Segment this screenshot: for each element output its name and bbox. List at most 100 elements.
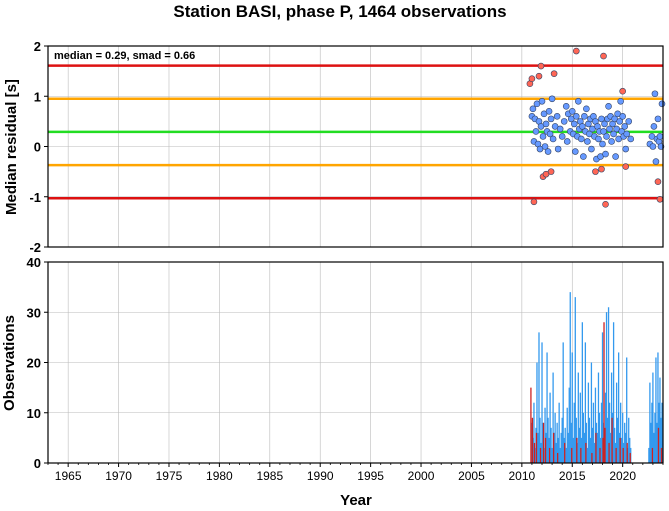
data-point [580, 153, 587, 160]
stats-annotation: median = 0.29, smad = 0.66 [54, 50, 195, 62]
x-tick-label: 1990 [307, 469, 334, 483]
data-point [562, 103, 570, 110]
data-point [539, 133, 547, 140]
data-point [560, 118, 568, 125]
y-tick-label: 2 [34, 39, 41, 54]
data-point [568, 108, 576, 115]
x-tick-label: 2015 [559, 469, 586, 483]
data-point [549, 135, 557, 143]
data-point [656, 133, 664, 140]
data-point [548, 95, 556, 103]
y-tick-label: 1 [34, 89, 41, 104]
top-y-axis-label: Median residual [s] [3, 79, 20, 215]
data-point [550, 70, 558, 77]
x-tick-label: 1965 [55, 469, 82, 483]
y-tick-label: 0 [34, 140, 41, 155]
data-point [656, 195, 664, 203]
y-tick-label: -1 [29, 190, 41, 205]
data-point [652, 158, 660, 165]
x-tick-label: 1975 [156, 469, 183, 483]
data-point [600, 128, 607, 135]
data-point [625, 118, 633, 125]
data-point [621, 123, 628, 130]
data-point [622, 163, 629, 170]
data-point [651, 90, 659, 98]
data-point [600, 52, 607, 60]
data-point [592, 168, 599, 175]
data-point [547, 115, 555, 123]
top-panel-y-ticks: -2 -1 0 1 2 [29, 39, 48, 255]
data-point [546, 130, 554, 138]
data-point [570, 120, 578, 128]
data-point [575, 97, 582, 105]
data-point [610, 130, 617, 138]
data-point [602, 150, 609, 158]
bottom-panel-x-ticks: 1965 1970 1975 1980 1985 1990 1995 2000 2005 2010… [47, 463, 664, 483]
data-point [654, 115, 662, 123]
x-tick-label: 1980 [206, 469, 233, 483]
data-point [581, 113, 588, 120]
y-tick-label: 20 [27, 356, 41, 371]
reference-lines [48, 64, 663, 200]
data-point [537, 62, 545, 70]
y-tick-label: 30 [27, 305, 41, 320]
data-point [622, 145, 629, 153]
data-point [578, 135, 585, 143]
data-point [544, 148, 552, 155]
data-point [602, 200, 609, 208]
data-point [598, 165, 605, 173]
data-point [595, 135, 602, 143]
data-point [599, 140, 606, 148]
data-point [535, 72, 543, 80]
data-point [654, 178, 662, 185]
data-point [554, 145, 562, 153]
data-point [528, 75, 536, 82]
residual-points [526, 47, 666, 208]
data-point [583, 105, 590, 113]
data-point [650, 123, 658, 130]
x-tick-label: 2020 [609, 469, 636, 483]
data-point [545, 108, 553, 115]
x-tick-label: 2005 [458, 469, 485, 483]
top-panel-grid [48, 45, 663, 248]
data-point [608, 138, 615, 145]
data-point [538, 97, 546, 105]
y-tick-label: 10 [27, 406, 41, 421]
data-point [571, 148, 579, 155]
x-tick-label: 1970 [105, 469, 132, 483]
data-point [556, 125, 564, 133]
data-point [529, 105, 537, 113]
data-point [606, 125, 613, 133]
data-point [601, 120, 608, 128]
data-point [588, 145, 595, 153]
data-point [623, 130, 631, 138]
data-point [572, 113, 580, 120]
y-tick-label: -2 [29, 240, 41, 255]
data-point [532, 128, 540, 135]
bottom-panel-y-ticks: 0 10 20 30 40 [27, 255, 48, 471]
data-point [627, 135, 635, 143]
y-tick-label: 40 [27, 255, 41, 270]
data-point [579, 123, 586, 130]
observation-bars [530, 292, 663, 463]
data-point [572, 47, 580, 55]
data-point [605, 103, 612, 110]
x-axis-label: Year [340, 492, 372, 509]
data-point [649, 143, 657, 150]
x-tick-label: 2010 [509, 469, 536, 483]
chart-title: Station BASI, phase P, 1464 observations [173, 2, 506, 21]
data-point [612, 153, 619, 160]
y-tick-label: 0 [34, 456, 41, 471]
data-point [563, 138, 571, 145]
data-point [658, 100, 666, 108]
bottom-y-axis-label: Observations [1, 315, 18, 411]
data-point [547, 168, 555, 175]
data-point [530, 198, 538, 206]
data-point [603, 133, 610, 140]
data-point [542, 120, 550, 128]
data-point [558, 133, 566, 140]
data-point [616, 118, 623, 125]
x-tick-label: 2000 [408, 469, 435, 483]
data-point [619, 113, 626, 120]
